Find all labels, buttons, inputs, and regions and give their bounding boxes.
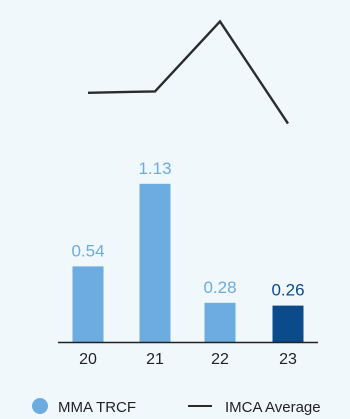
legend-label-mma-trcf: MMA TRCF	[58, 399, 136, 416]
x-tick-label-21: 21	[146, 351, 164, 368]
bar-21	[139, 183, 171, 342]
legend-label-imca-average: IMCA Average	[225, 399, 321, 416]
value-label-23: 0.26	[271, 281, 304, 300]
x-tick-label-23: 23	[279, 351, 297, 368]
value-label-22: 0.28	[203, 278, 236, 297]
x-tick-label-22: 22	[211, 351, 229, 368]
series-line-imca-average	[87, 19, 289, 125]
x-tick-label-20: 20	[79, 351, 97, 368]
value-label-20: 0.54	[71, 241, 104, 260]
value-label-21: 1.13	[138, 159, 171, 178]
legend-marker-mma-trcf	[32, 398, 48, 414]
bar-23	[272, 305, 304, 342]
bar-20	[72, 266, 104, 342]
bar-22	[204, 302, 236, 342]
